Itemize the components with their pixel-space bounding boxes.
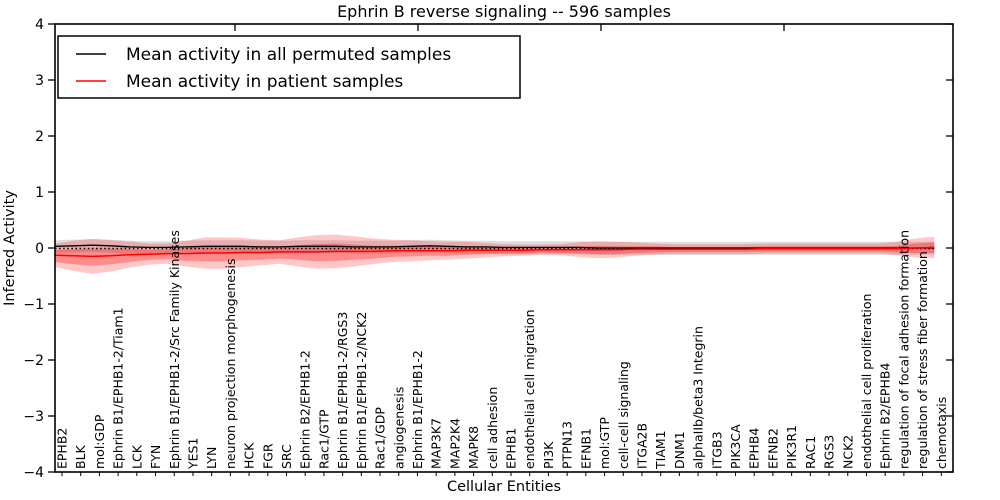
x-entity-label: RGS3 <box>822 435 837 469</box>
x-entity-label: LCK <box>129 444 144 469</box>
x-entity-label: angiogenesis <box>391 387 406 469</box>
x-entity-label: FGR <box>260 443 275 469</box>
x-entity-label: PTPN13 <box>560 421 575 469</box>
chart-layer: −4 −3 −2 −1 0 1 2 3 4 EPHB2 BLK mol:GDP Ephrin B1/EP… <box>23 17 954 481</box>
x-entity-label: NCK2 <box>840 435 855 469</box>
y-tick-label: −2 <box>23 353 44 369</box>
x-entity-label: PI3K <box>541 441 556 469</box>
x-entity-label: regulation of focal adhesion formation <box>896 230 911 469</box>
x-entity-label: Ephrin B1/EPHB1-2/NCK2 <box>354 312 369 469</box>
x-entity-label: Rac1/GDP <box>373 407 388 469</box>
y-tick-label: −4 <box>23 465 44 481</box>
x-entity-label: MAP3K7 <box>429 418 444 469</box>
x-entity-label: cell adhesion <box>485 387 500 469</box>
x-entity-label: alphaIIb/beta3 Integrin <box>691 326 706 469</box>
x-entity-label: chemotaxis <box>934 397 949 469</box>
x-entity-label: Rac1/GTP <box>316 409 331 469</box>
legend-label: Mean activity in patient samples <box>126 72 403 92</box>
x-entity-label: regulation of stress fiber formation <box>915 251 930 469</box>
x-entity-label: ITGB3 <box>709 431 724 469</box>
x-entity-label: DNM1 <box>672 431 687 469</box>
x-entity-label: TIAM1 <box>653 430 668 470</box>
x-entity-label: YES1 <box>186 438 201 470</box>
x-entity-label: EFNB2 <box>765 428 780 469</box>
x-entity-label: neuron projection morphogenesis <box>223 258 238 469</box>
x-entity-label: Ephrin B2/EPHB4 <box>878 363 893 469</box>
x-entity-label: Ephrin B1/EPHB1-2/Tiam1 <box>111 307 126 469</box>
x-entity-label: endothelial cell proliferation <box>859 294 874 469</box>
x-entity-label: EPHB1 <box>504 428 519 469</box>
y-axis-label: Inferred Activity <box>2 190 18 306</box>
x-entity-label: SRC <box>279 444 294 469</box>
x-entity-label: Ephrin B1/EPHB1-2/RGS3 <box>335 312 350 469</box>
x-entity-label: mol:GDP <box>92 414 107 469</box>
x-entity-label: MAPK8 <box>466 426 481 469</box>
y-tick-label: −1 <box>23 297 44 313</box>
x-entity-label: Ephrin B1/EPHB1-2/Src Family Kinases <box>167 230 182 469</box>
x-entity-label: LYN <box>204 447 219 469</box>
x-entity-label: BLK <box>73 444 88 469</box>
legend-box <box>57 35 521 99</box>
x-entity-label: Ephrin B2/EPHB1-2 <box>298 350 313 469</box>
x-entity-label: MAP2K4 <box>447 418 462 469</box>
x-entity-label: EPHB2 <box>55 428 70 469</box>
x-entity-label: EFNB1 <box>578 428 593 469</box>
chart-title: Ephrin B reverse signaling -- 596 sample… <box>337 2 671 21</box>
y-tick-label: 3 <box>35 73 44 89</box>
x-entity-label: endothelial cell migration <box>522 309 537 469</box>
x-entity-label: FYN <box>148 445 163 469</box>
x-axis-label: Cellular Entities <box>447 479 561 495</box>
x-entity-label: mol:GTP <box>597 417 612 469</box>
patient-std-band-outer <box>55 234 935 274</box>
x-entity-label: RAC1 <box>803 436 818 469</box>
x-entity-label: PIK3R1 <box>784 425 799 469</box>
x-entity-label: HCK <box>242 442 257 469</box>
x-entity-label: cell-cell signaling <box>616 361 631 469</box>
y-tick-label: 1 <box>35 185 44 201</box>
y-tick-label: 2 <box>35 129 44 145</box>
x-entity-label: PIK3CA <box>728 424 743 469</box>
y-tick-label: −3 <box>23 409 44 425</box>
y-tick-label: 0 <box>35 241 44 257</box>
x-entity-label: Ephrin B1/EPHB1-2 <box>410 350 425 469</box>
x-entity-label: ITGA2B <box>635 423 650 469</box>
x-entity-label: EPHB4 <box>747 428 762 469</box>
y-tick-label: 4 <box>35 17 44 33</box>
patient-mean-line <box>54 246 935 258</box>
legend-label: Mean activity in all permuted samples <box>126 45 451 65</box>
